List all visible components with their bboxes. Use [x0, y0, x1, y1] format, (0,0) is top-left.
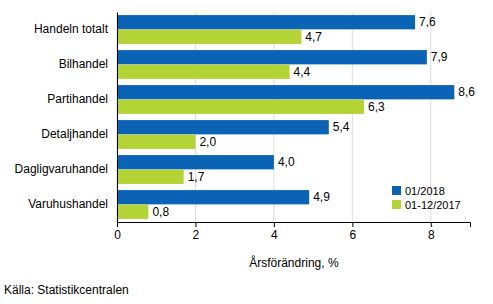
data-label: 5,4: [333, 120, 350, 134]
bar: [117, 30, 301, 44]
tick: 0: [114, 222, 121, 242]
bar: [117, 190, 309, 204]
bar: [117, 15, 415, 29]
tick-label: Dagligvaruhandel: [15, 162, 108, 176]
bar: [117, 135, 195, 149]
bar: [117, 65, 290, 79]
tick-label: 6: [349, 228, 356, 242]
bar: [117, 120, 329, 134]
bar: [117, 85, 454, 99]
tick-label: 0: [114, 228, 121, 242]
tick: 6: [349, 222, 356, 242]
legend-item: 01-12/2017: [392, 199, 461, 211]
tick-mark: [274, 222, 275, 227]
y-axis: Handeln totalt Bilhandel Partihandel Detalj…: [15, 13, 118, 223]
data-label: 7,9: [431, 50, 448, 64]
data-label: 4,0: [278, 155, 295, 169]
bar: [117, 155, 274, 169]
tick-mark: [352, 222, 353, 227]
grid-line: [352, 12, 353, 222]
tick-label: 2: [193, 228, 200, 242]
grid-line: [117, 12, 118, 222]
tick: 2: [193, 222, 200, 242]
legend-label: 01/2018: [405, 185, 445, 197]
tick: Partihandel: [47, 92, 117, 106]
data-label: 2,0: [199, 135, 216, 149]
tick-mark: [431, 222, 432, 227]
tick-mark: [117, 222, 118, 227]
data-label: 1,7: [188, 170, 205, 184]
data-label: 7,6: [419, 15, 436, 29]
bar: [117, 50, 427, 64]
data-label: 4,7: [305, 30, 322, 44]
plot: 7,6 7,9 8,6 5,4 4,0 4,9 4,7 4,4 6,3 2,0 1,7 0,8 0 2 4 6…: [15, 12, 476, 242]
chart: 7,6 7,9 8,6 5,4 4,0 4,9 4,7 4,4 6,3 2,0 1,7 0,8 0 2 4 6…: [0, 0, 493, 304]
grid: [117, 12, 431, 222]
bar: [117, 170, 184, 184]
data-label: 0,8: [152, 205, 169, 219]
tick-label: 4: [271, 228, 278, 242]
tick: Handeln totalt: [34, 22, 117, 36]
legend-swatch: [392, 200, 401, 209]
tick-mark: [195, 222, 196, 227]
axis-line: [118, 223, 471, 228]
tick: 8: [428, 222, 435, 242]
bars: [117, 15, 454, 219]
tick: Varuhushandel: [28, 197, 117, 211]
legend-label: 01-12/2017: [405, 199, 461, 211]
legend-swatch: [392, 186, 401, 195]
tick: 4: [271, 222, 278, 242]
tick: Bilhandel: [59, 57, 117, 71]
x-axis: 0 2 4 6 8: [114, 222, 470, 242]
axis-title: Årsförändring, %: [249, 255, 339, 270]
tick-label: Handeln totalt: [34, 22, 109, 36]
source: Källa: Statistikcentralen: [4, 283, 129, 297]
tick-label: Detaljhandel: [41, 127, 108, 141]
tick-label: 8: [428, 228, 435, 242]
legend-item: 01/2018: [392, 185, 445, 197]
bar: [117, 100, 364, 114]
tick-label: Bilhandel: [59, 57, 108, 71]
data-labels: 7,6 7,9 8,6 5,4 4,0 4,9 4,7 4,4 6,3 2,0 1,7 0,8: [152, 15, 475, 219]
tick: Dagligvaruhandel: [15, 162, 117, 176]
axis-line: [117, 13, 118, 223]
data-label: 4,9: [313, 190, 330, 204]
data-label: 4,4: [294, 65, 311, 79]
bar: [117, 205, 148, 219]
tick-label: Varuhushandel: [28, 197, 108, 211]
data-label: 8,6: [458, 85, 475, 99]
legend: 01/2018 01-12/2017: [392, 185, 461, 211]
tick: Detaljhandel: [41, 127, 117, 141]
tick-label: Partihandel: [47, 92, 108, 106]
data-label: 6,3: [368, 100, 385, 114]
